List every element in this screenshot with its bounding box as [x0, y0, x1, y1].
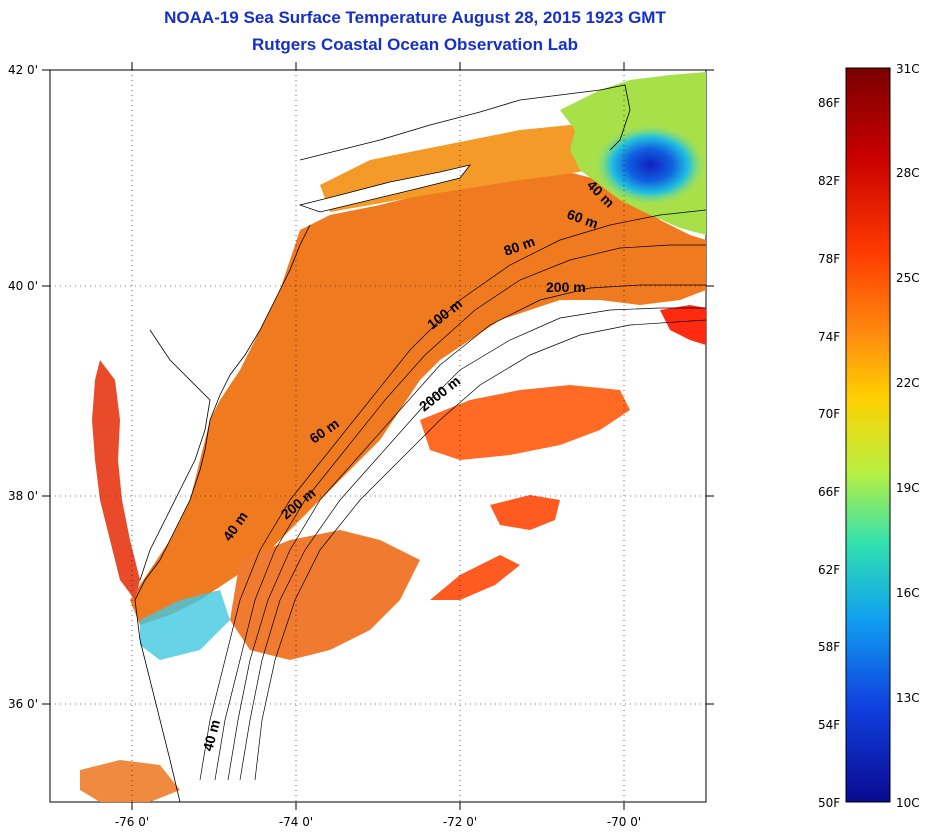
graticule — [50, 70, 706, 802]
map-subtitle: Rutgers Coastal Ocean Observation Lab — [252, 35, 578, 54]
new-england-outline — [299, 84, 631, 161]
sst-chesapeake-bay — [92, 360, 140, 600]
sst-south-cool-patches — [140, 590, 230, 660]
lat-tick-36: 36 0' — [8, 697, 38, 711]
cb-f-82: 82F — [818, 174, 841, 188]
lat-tick-42: 42 0' — [8, 63, 38, 77]
sst-filament-3 — [430, 555, 520, 600]
map-title: NOAA-19 Sea Surface Temperature August 2… — [164, 8, 666, 27]
sst-filament-1 — [420, 385, 630, 460]
sst-shelf-warm — [130, 170, 706, 625]
sst-hatteras-patch — [80, 760, 180, 802]
cb-c-16: 16C — [896, 586, 920, 600]
sst-south-patches — [230, 530, 420, 660]
delmarva-outline — [139, 329, 211, 581]
cb-f-78: 78F — [818, 252, 841, 266]
sst-filament-2 — [490, 495, 560, 530]
cb-f-50: 50F — [818, 796, 841, 810]
contours — [199, 209, 706, 781]
lon-tick-70: -70 0' — [607, 815, 641, 829]
cb-f-74: 74F — [818, 330, 841, 344]
sst-cold-pool — [595, 125, 705, 205]
lon-tick-72: -72 0' — [443, 815, 477, 829]
cb-c-22: 22C — [896, 376, 920, 390]
cb-f-58: 58F — [818, 640, 841, 654]
cb-c-10: 10C — [896, 796, 920, 810]
coastline — [134, 224, 311, 802]
lat-tick-40: 40 0' — [8, 279, 38, 293]
lon-tick-76: -76 0' — [115, 815, 149, 829]
long-island-outline — [298, 164, 472, 213]
tick-marks — [42, 62, 714, 810]
cb-f-70: 70F — [818, 407, 841, 421]
cb-f-86: 86F — [818, 96, 841, 110]
cb-c-19: 19C — [896, 481, 920, 495]
cb-c-31: 31C — [896, 62, 920, 76]
contour-label-200m-north: 200 m — [546, 279, 586, 295]
sst-offshore-hot — [660, 305, 706, 345]
contour-label-40m-hatteras: 40 m — [199, 718, 223, 753]
colorbar — [845, 67, 891, 803]
cb-f-66: 66F — [818, 485, 841, 499]
cb-c-25: 25C — [896, 271, 920, 285]
cb-f-62: 62F — [818, 563, 841, 577]
cb-c-13: 13C — [896, 691, 920, 705]
lat-tick-38: 38 0' — [8, 489, 38, 503]
cb-c-28: 28C — [896, 166, 920, 180]
cb-f-54: 54F — [818, 718, 841, 732]
lon-tick-74: -74 0' — [279, 815, 313, 829]
